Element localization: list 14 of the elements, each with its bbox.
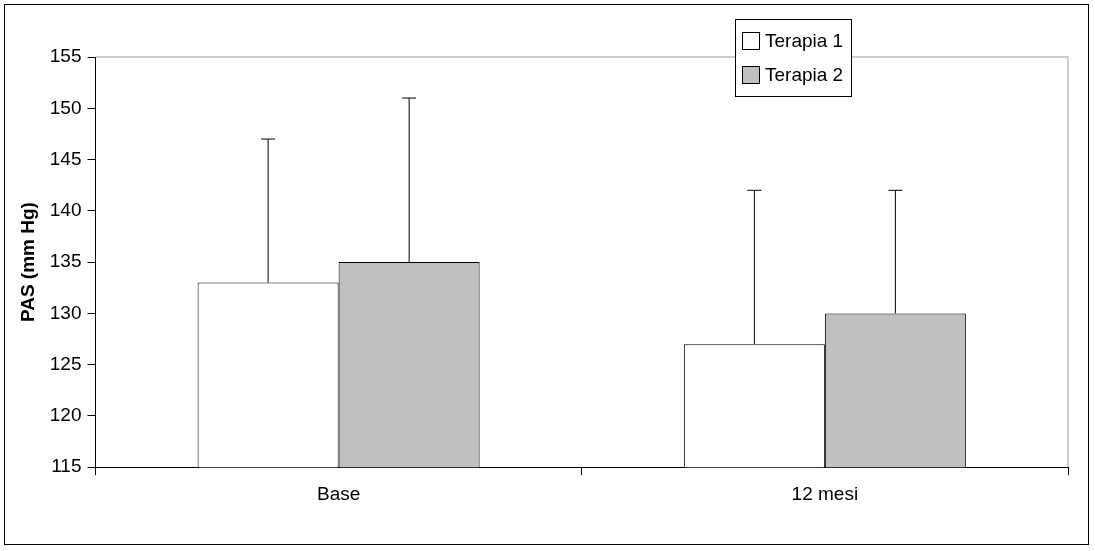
y-tick-label: 120	[49, 404, 82, 426]
y-tick-label: 115	[51, 455, 82, 477]
y-tick-label: 130	[49, 301, 82, 323]
y-axis-title: PAS (mm Hg)	[16, 202, 38, 323]
y-tick-label: 155	[49, 45, 82, 67]
y-tick-label: 145	[49, 147, 82, 169]
legend-label: Terapia 2	[765, 64, 844, 86]
y-tick-label: 135	[49, 250, 82, 272]
y-tick-label: 140	[49, 199, 82, 221]
y-tick-label: 125	[49, 352, 82, 374]
legend-label: Terapia 1	[765, 30, 844, 52]
x-tick-label: 12 mesi	[791, 482, 859, 504]
y-tick-label: 150	[49, 96, 82, 118]
x-tick-label: Base	[316, 482, 361, 504]
